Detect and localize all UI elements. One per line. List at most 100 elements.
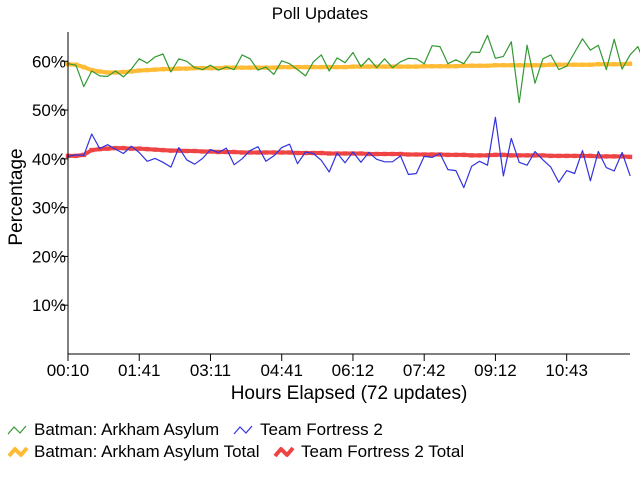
series-point [548,62,553,67]
series-point [461,152,466,158]
series-point [160,147,166,153]
series-point [200,149,205,154]
series-point [556,62,561,67]
legend-swatch-batman-total [7,446,29,458]
series-line-3 [66,146,632,159]
series-point [445,152,451,158]
series-point [239,150,245,155]
series-point [374,64,379,69]
series-point [627,154,633,160]
y-axis-ticks: 10% 20% 30% 40% 50% 60% [32,52,68,315]
series-point [279,64,284,70]
series-point [208,149,213,154]
series-point [501,63,506,68]
series-point [192,148,197,154]
series-point [627,61,633,66]
series-point [176,66,181,71]
series-point [113,145,118,151]
x-tick-label: 09:12 [474,361,517,380]
series-point [564,153,569,159]
series-point [398,64,403,69]
series-point [469,63,474,68]
legend-swatch-tf2 [233,425,253,435]
series-point [334,64,340,70]
series-point [374,151,379,157]
series-point [453,152,459,158]
series-point [160,66,166,72]
series-point [604,154,609,159]
series-point [540,153,546,158]
x-tick-label: 10:43 [545,361,588,380]
legend-item-batman-total: Batman: Arkham Asylum Total [7,442,260,461]
series-point [350,64,356,69]
legend-swatch-batman [7,425,27,435]
series-point [137,146,142,151]
series-point [390,151,395,157]
series-point [152,147,158,152]
series-point [580,153,585,159]
series-point [271,65,276,70]
series-point [327,64,332,70]
series-point [477,63,482,68]
series-point [287,150,292,155]
series-point [445,64,451,69]
series-point [247,150,253,155]
series-point [382,64,387,69]
series-point [89,147,94,153]
series-point [255,65,261,70]
series-point [619,154,625,159]
series-point [200,65,205,71]
series-line-2 [66,61,632,75]
series-point [342,64,348,70]
series-point [461,63,466,68]
series-point [524,153,530,158]
series-point [564,62,569,67]
series-point [406,64,411,69]
series-point [540,63,546,68]
y-tick-label: 30% [32,199,66,218]
series-point [619,62,625,67]
legend-label-batman-total: Batman: Arkham Asylum Total [34,442,260,461]
series-point [224,149,229,155]
series-point [208,65,213,71]
series-point [422,64,427,69]
plot-area [65,34,640,189]
y-tick-label: 10% [32,296,66,315]
series-markers-2 [65,61,633,75]
y-tick-label: 40% [32,150,66,169]
series-point [509,63,514,68]
series-point [398,151,403,157]
series-point [129,69,134,74]
y-tick-label: 50% [32,101,66,120]
legend-label-batman: Batman: Arkham Asylum [34,420,219,439]
series-point [168,148,174,153]
x-axis-label: Hours Elapsed (72 updates) [231,383,468,404]
series-point [532,153,538,158]
series-point [588,153,593,159]
series-point [406,152,411,157]
series-point [517,63,522,68]
series-point [232,65,237,70]
legend-label-tf2: Team Fortress 2 [260,420,383,439]
series-point [588,62,593,67]
series-point [501,152,506,158]
series-point [216,65,221,71]
series-point [152,67,158,72]
series-point [509,153,514,158]
series-point [548,153,553,159]
x-tick-label: 03:11 [190,361,231,380]
series-point [429,152,435,157]
series-point [137,68,142,73]
series-point [279,150,284,155]
series-point [287,64,292,70]
series-point [319,150,324,156]
series-point [129,146,134,151]
series-point [414,64,419,69]
series-point [524,63,530,68]
series-point [485,153,490,158]
series-point [485,63,490,68]
series-point [596,154,601,159]
series-line-1 [67,116,631,189]
series-point [176,148,181,153]
